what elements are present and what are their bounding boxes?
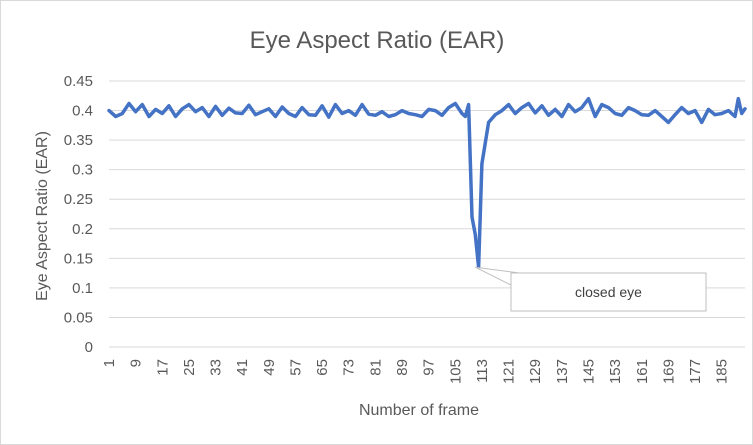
y-tick-label: 0.25 bbox=[64, 191, 93, 208]
y-tick-label: 0.15 bbox=[64, 250, 93, 267]
series-line-0 bbox=[107, 96, 747, 269]
callout-box bbox=[510, 272, 707, 312]
x-tick-label: 65 bbox=[314, 359, 331, 376]
x-tick-label: 137 bbox=[554, 359, 571, 384]
x-tick-label: 185 bbox=[714, 359, 731, 384]
x-tick-label: 169 bbox=[660, 359, 677, 384]
x-tick-label: 161 bbox=[634, 359, 651, 384]
x-tick-label: 57 bbox=[287, 359, 304, 376]
x-tick-label: 33 bbox=[208, 359, 225, 376]
annotation-callout: closed eye bbox=[475, 266, 707, 312]
x-tick-label: 9 bbox=[128, 359, 145, 367]
series-group bbox=[107, 96, 747, 269]
x-tick-label: 105 bbox=[447, 359, 464, 384]
y-tick-label: 0.4 bbox=[72, 103, 93, 120]
y-axis-ticks: 0 0.05 0.1 0.15 0.2 0.25 0.3 0.35 0.4 0.45 bbox=[64, 73, 93, 356]
x-tick-label: 89 bbox=[394, 359, 411, 376]
y-tick-label: 0.35 bbox=[64, 132, 93, 149]
callout-label: closed eye bbox=[575, 284, 642, 300]
x-tick-label: 97 bbox=[421, 359, 438, 376]
x-axis-ticks: 1 9 17 25 33 41 49 57 65 73 81 89 97 105 113 121 129 137 1… bbox=[101, 359, 731, 384]
x-tick-label: 81 bbox=[367, 359, 384, 376]
x-tick-label: 121 bbox=[501, 359, 518, 384]
y-tick-label: 0.05 bbox=[64, 309, 93, 326]
y-tick-label: 0 bbox=[85, 339, 93, 356]
x-tick-label: 25 bbox=[181, 359, 198, 376]
x-tick-label: 145 bbox=[580, 359, 597, 384]
x-tick-label: 17 bbox=[154, 359, 171, 376]
y-tick-label: 0.3 bbox=[72, 162, 93, 179]
x-tick-label: 129 bbox=[527, 359, 544, 384]
x-tick-label: 177 bbox=[687, 359, 704, 384]
y-tick-label: 0.1 bbox=[72, 280, 93, 297]
chart-title: Eye Aspect Ratio (EAR) bbox=[250, 27, 505, 54]
x-tick-label: 153 bbox=[607, 359, 624, 384]
x-axis-title: Number of frame bbox=[359, 402, 479, 419]
x-tick-label: 41 bbox=[234, 359, 251, 376]
x-tick-label: 49 bbox=[261, 359, 278, 376]
x-tick-label: 113 bbox=[474, 359, 491, 383]
x-tick-label: 73 bbox=[341, 359, 358, 376]
x-tick-label: 1 bbox=[101, 359, 118, 367]
y-tick-label: 0.45 bbox=[64, 73, 93, 90]
y-tick-label: 0.2 bbox=[72, 221, 93, 238]
y-axis-title: Eye Aspect Ratio (EAR) bbox=[34, 131, 51, 301]
